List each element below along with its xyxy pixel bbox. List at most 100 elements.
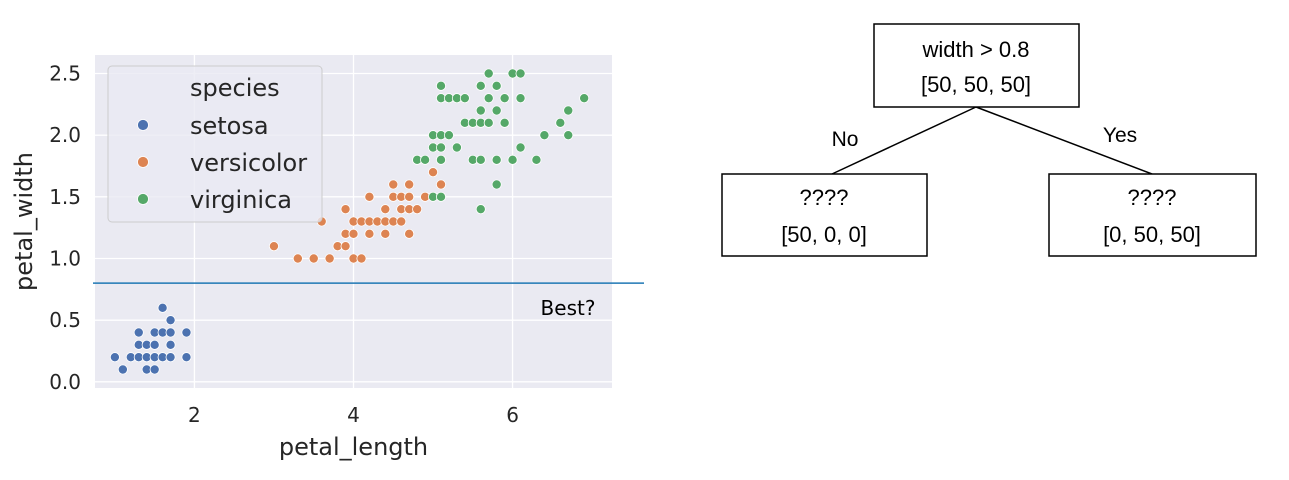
decision-tree-diagram: width > 0.8 [50, 50, 50] ???? [50, 0, 0]… [721,23,1257,257]
data-point-versicolor [348,228,359,239]
data-point-versicolor [364,228,375,239]
y-tick-label: 1.0 [49,247,81,271]
data-point-virginica [507,154,518,165]
y-tick-labels: 0.0 0.5 1.0 1.5 2.0 2.5 [49,62,81,394]
data-point-virginica [459,93,470,104]
y-tick-label: 2.0 [49,123,81,147]
data-point-versicolor [380,228,391,239]
data-point-virginica [531,154,542,165]
data-point-virginica [451,142,462,153]
data-point-setosa [165,352,176,363]
data-point-virginica [435,191,446,202]
data-point-virginica [499,117,510,128]
data-point-virginica [483,68,494,79]
data-point-setosa [149,339,160,350]
data-point-virginica [539,130,550,141]
legend-label-setosa: setosa [190,112,269,140]
data-point-virginica [435,154,446,165]
data-point-virginica [563,105,574,116]
data-point-versicolor [340,204,351,215]
right-node [1048,173,1257,257]
left-node [721,173,928,257]
data-point-versicolor [435,179,446,190]
data-point-setosa [181,327,192,338]
legend: species setosa versicolor virginica [107,65,323,223]
x-tick-label: 2 [188,403,201,427]
data-point-virginica [483,117,494,128]
root-counts: [50, 50, 50] [921,72,1031,97]
data-point-setosa [165,339,176,350]
data-point-versicolor [404,179,415,190]
data-point-setosa [165,327,176,338]
data-point-versicolor [308,253,319,264]
data-point-virginica [475,80,486,91]
x-tick-labels: 2 4 6 [188,403,519,427]
threshold-label: Best? [541,296,596,320]
data-point-setosa [133,327,144,338]
root-node [873,23,1080,108]
right-node-label: ???? [1128,185,1177,210]
data-point-setosa [165,315,176,326]
scatter-plot: Best? 2 4 6 0.0 0.5 1.0 1.5 2.0 2.5 petal_lengt… [10,55,644,461]
data-point-virginica [435,142,446,153]
legend-marker-versicolor [137,156,149,168]
data-point-versicolor [412,204,423,215]
data-point-versicolor [268,241,279,252]
legend-label-virginica: virginica [190,186,292,214]
legend-label-versicolor: versicolor [190,149,307,177]
data-point-versicolor [404,228,415,239]
data-point-virginica [555,117,566,128]
y-tick-label: 0.5 [49,308,81,332]
left-node-counts: [50, 0, 0] [781,222,867,247]
x-tick-label: 6 [506,403,519,427]
data-points [109,68,590,375]
data-point-virginica [443,130,454,141]
data-point-virginica [435,80,446,91]
data-point-versicolor [388,179,399,190]
right-node-counts: [0, 50, 50] [1103,222,1201,247]
x-tick-label: 4 [347,403,360,427]
y-tick-label: 2.5 [49,62,81,86]
data-point-virginica [491,179,502,190]
data-point-virginica [475,204,486,215]
data-point-virginica [491,154,502,165]
data-point-virginica [420,154,431,165]
data-point-virginica [579,93,590,104]
data-point-setosa [117,364,128,375]
data-point-versicolor [340,241,351,252]
data-point-virginica [491,105,502,116]
data-point-virginica [475,154,486,165]
data-point-virginica [515,93,526,104]
data-point-virginica [491,80,502,91]
data-point-versicolor [396,216,407,227]
data-point-virginica [483,93,494,104]
legend-marker-setosa [137,119,149,131]
edge-left [831,106,977,175]
data-point-versicolor [428,167,439,178]
legend-marker-virginica [137,193,149,205]
data-point-setosa [157,302,168,313]
y-tick-label: 0.0 [49,370,81,394]
data-point-versicolor [380,204,391,215]
data-point-setosa [109,352,120,363]
y-tick-label: 1.5 [49,185,81,209]
edge-label-yes: Yes [1103,124,1137,147]
legend-box [107,65,323,223]
root-condition: width > 0.8 [921,37,1029,62]
edge-right [975,106,1153,175]
edge-label-no: No [832,128,859,151]
data-point-versicolor [292,253,303,264]
data-point-virginica [563,130,574,141]
data-point-virginica [515,68,526,79]
data-point-versicolor [364,191,375,202]
left-node-label: ???? [800,185,849,210]
data-point-setosa [181,352,192,363]
x-axis-label: petal_length [279,433,428,461]
data-point-versicolor [324,253,335,264]
data-point-setosa [149,364,160,375]
y-axis-label: petal_width [10,152,38,291]
data-point-versicolor [404,191,415,202]
data-point-virginica [475,105,486,116]
legend-title: species [190,74,280,102]
data-point-virginica [515,142,526,153]
